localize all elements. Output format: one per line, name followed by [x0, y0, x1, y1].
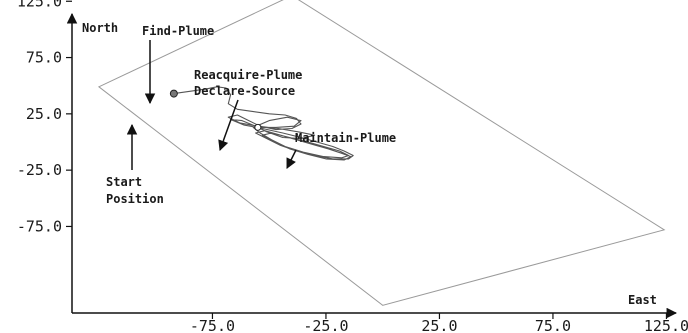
maintain-plume-arrow [286, 149, 297, 169]
x-tick-label: 75.0 [535, 317, 571, 333]
x-ticks: -75.0 -25.0 25.0 75.0 125.0 [190, 313, 688, 333]
y-tick-label: 75.0 [26, 49, 62, 67]
start-label: Start [106, 175, 142, 189]
declare-source-label: Declare-Source [194, 84, 295, 98]
y-tick-label: 25.0 [26, 105, 62, 123]
y-tick-label: 125.0 [17, 0, 62, 10]
vehicle-trajectory [173, 86, 354, 161]
reacquire-plume-label: Reacquire-Plume [194, 68, 302, 82]
x-tick-label: 125.0 [644, 317, 688, 333]
source-marker [254, 123, 262, 131]
position-label: Position [106, 192, 164, 206]
start-position-marker [169, 89, 178, 98]
y-tick-label: -25.0 [17, 161, 62, 179]
y-ticks: 125.0 75.0 25.0 -25.0 -75.0 [17, 0, 72, 235]
x-tick-label: 25.0 [421, 317, 457, 333]
search-area-boundary [97, 0, 666, 306]
x-tick-label: -25.0 [303, 317, 348, 333]
x-tick-label: -75.0 [190, 317, 235, 333]
maintain-plume-label: Maintain-Plume [295, 131, 396, 145]
x-axis-label: East [628, 293, 657, 307]
y-tick-label: -75.0 [17, 217, 62, 235]
find-plume-label: Find-Plume [142, 24, 214, 38]
y-axis-label: North [82, 21, 118, 35]
reacquire-plume-arrow [218, 99, 239, 151]
